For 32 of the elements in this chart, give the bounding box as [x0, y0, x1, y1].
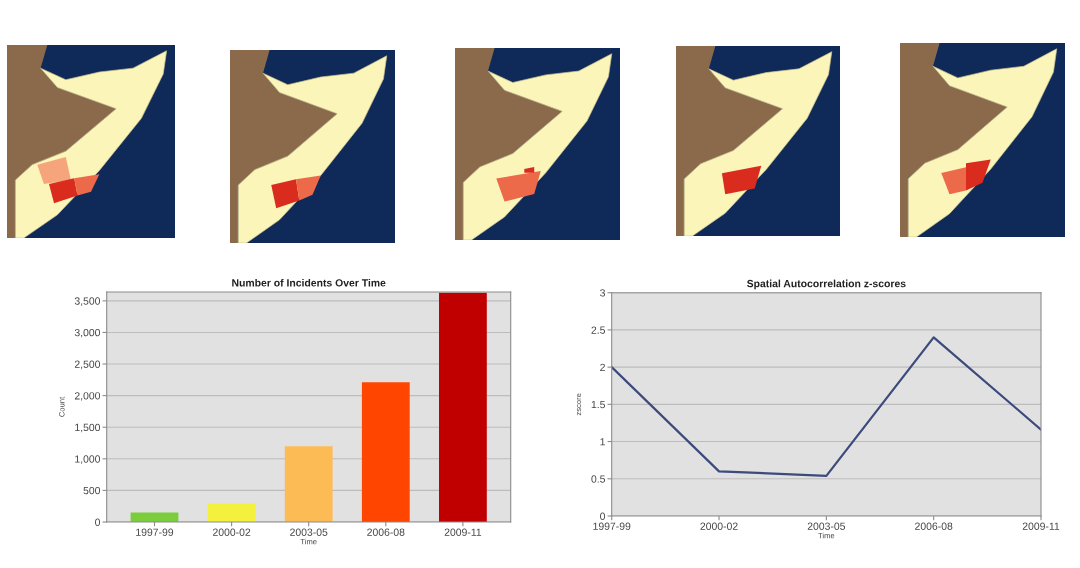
chart-title: Number of Incidents Over Time [232, 278, 386, 287]
y-tick-label: 1,500 [75, 423, 101, 433]
bar [284, 446, 333, 522]
y-tick-label: 1,000 [75, 455, 101, 464]
y-tick-label: 1.5 [591, 400, 606, 409]
y-tick-label: 0 [95, 518, 101, 526]
bar [439, 292, 487, 522]
bar [207, 503, 256, 522]
x-tick-label: 2000-02 [213, 528, 251, 536]
y-tick-label: 0.5 [591, 475, 606, 483]
y-tick-label: 3 [600, 289, 605, 297]
y-tick-label: 2 [600, 363, 605, 371]
x-tick-label: 2003-05 [807, 522, 846, 530]
y-tick-label: 3,000 [74, 328, 101, 338]
y-tick-label: 2.5 [591, 326, 606, 334]
x-tick-label: 1997-99 [136, 528, 174, 536]
line-series [611, 336, 1041, 477]
x-tick-label: 2003-05 [290, 528, 328, 536]
chart-title: Spatial Autocorrelation z-scores [746, 279, 906, 290]
x-tick-label: 1997-99 [593, 522, 631, 530]
y-tick-label: 0 [600, 512, 606, 520]
y-tick-label: 1 [600, 438, 605, 446]
x-tick-label: 2000-02 [700, 522, 738, 530]
y-tick-label: 2,500 [74, 360, 101, 370]
y-tick-label: 2,000 [74, 392, 101, 401]
x-tick-label: 2006-08 [367, 528, 405, 536]
x-tick-label: 2009-11 [1022, 522, 1060, 530]
x-tick-label: 2009-11 [444, 528, 482, 536]
y-tick-label: 3,500 [74, 297, 101, 306]
y-tick-label: 500 [83, 486, 101, 495]
bar [361, 382, 410, 522]
x-tick-label: 2006-08 [915, 522, 953, 530]
